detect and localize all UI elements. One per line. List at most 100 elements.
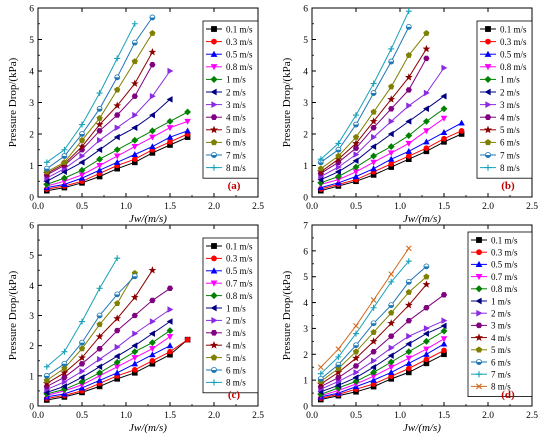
chart-panel: 0.0 0.5 1.0 1.5 2.0 2.5 0 1 2 3 4 5 6 7 Jw/(m/s) Pressu…	[281, 222, 538, 435]
data-point	[422, 44, 431, 53]
data-point	[388, 118, 395, 125]
y-tick-label: 1	[29, 372, 34, 382]
x-axis-label: Jw/(m/s)	[403, 213, 441, 225]
data-point	[335, 361, 342, 368]
legend-entry: 0.8 m/s	[471, 284, 518, 294]
x-tick-label: 0.0	[306, 411, 318, 421]
data-point	[96, 312, 103, 319]
legend-marker	[210, 330, 218, 336]
data-point	[149, 318, 156, 325]
data-point	[60, 368, 69, 377]
data-point	[149, 346, 156, 353]
legend-marker	[476, 249, 482, 256]
legend-marker	[210, 267, 218, 274]
data-point	[405, 23, 412, 30]
data-point	[335, 140, 342, 147]
data-point	[167, 306, 174, 313]
data-point	[405, 348, 413, 356]
data-point	[353, 322, 359, 329]
legend-marker	[475, 371, 483, 378]
data-point	[149, 357, 156, 364]
x-tick-label: 0.0	[32, 411, 44, 421]
legend-marker	[484, 50, 492, 57]
data-point	[131, 151, 139, 158]
legend-marker	[210, 379, 218, 386]
data-point	[78, 137, 86, 143]
data-point	[131, 355, 139, 362]
legend-entry: 0.1 m/s	[480, 24, 527, 34]
data-point	[148, 266, 157, 274]
chart-panel: 0.0 0.5 1.0 1.5 2.0 2.5 0 1 2 3 4 5 6 Jw/(m/s) Pressur…	[7, 5, 264, 226]
legend-label: 5 m/s	[226, 125, 246, 135]
legend-marker	[210, 151, 217, 158]
data-point	[148, 127, 156, 135]
data-point	[97, 137, 103, 144]
legend-marker	[210, 64, 218, 71]
x-tick-label: 1.0	[394, 411, 406, 421]
data-point	[316, 167, 325, 176]
data-point	[166, 133, 174, 140]
data-point	[96, 146, 103, 154]
data-point	[353, 342, 359, 349]
data-point	[387, 155, 395, 162]
data-point	[78, 378, 86, 386]
legend-entry: 2 m/s	[480, 87, 520, 97]
data-series	[43, 270, 138, 383]
data-point	[114, 86, 121, 93]
data-point	[388, 271, 395, 278]
data-point	[166, 318, 173, 325]
data-point	[388, 58, 395, 65]
legend-entry: 3 m/s	[480, 100, 520, 110]
data-point	[79, 339, 85, 346]
data-point	[113, 153, 121, 160]
data-point	[352, 348, 360, 355]
data-point	[405, 140, 413, 147]
legend-marker	[475, 273, 483, 281]
data-point	[114, 55, 121, 62]
legend-entry: 1 m/s	[206, 75, 246, 85]
legend-entry: 0.5 m/s	[480, 50, 527, 60]
y-axis-label: Pressure Drop/(kPa)	[281, 57, 293, 147]
legend-marker	[475, 346, 483, 353]
legend-marker	[483, 125, 493, 134]
legend-entry: 7 m/s	[471, 370, 511, 380]
legend-label: 0.8 m/s	[226, 62, 253, 72]
data-series	[43, 255, 121, 370]
data-point	[352, 354, 360, 362]
data-point	[78, 159, 85, 166]
x-tick-label: 1.0	[394, 202, 406, 212]
legend-entry: 4 m/s	[206, 341, 246, 351]
data-point	[335, 152, 342, 159]
x-tick-label: 2.0	[482, 202, 494, 212]
legend-entry: 4 m/s	[480, 113, 520, 123]
data-series	[317, 105, 448, 187]
data-point	[131, 93, 138, 99]
data-point	[352, 139, 360, 147]
data-point	[352, 145, 360, 151]
data-point	[370, 329, 377, 335]
y-tick-label: 3	[29, 312, 34, 322]
data-point	[352, 173, 360, 180]
legend-box	[202, 237, 259, 394]
data-point	[78, 142, 86, 150]
data-point	[404, 73, 413, 81]
y-tick-label: 6	[29, 222, 34, 232]
legend-entry: 0.7 m/s	[206, 279, 253, 289]
series-line	[320, 320, 445, 390]
legend-marker	[210, 280, 218, 287]
data-series	[43, 14, 156, 172]
data-point	[335, 168, 341, 176]
legend-box	[202, 20, 259, 179]
data-point	[317, 375, 324, 382]
data-point	[149, 111, 155, 119]
data-point	[166, 96, 173, 103]
data-point	[370, 376, 377, 383]
legend-marker	[484, 151, 491, 158]
data-series	[316, 44, 431, 176]
legend-entry: 8 m/s	[206, 163, 246, 173]
data-point	[130, 293, 139, 301]
data-point	[95, 332, 104, 340]
legend-label: 0.7 m/s	[491, 272, 518, 282]
data-point	[131, 348, 139, 356]
legend-entry: 0.3 m/s	[206, 254, 253, 264]
